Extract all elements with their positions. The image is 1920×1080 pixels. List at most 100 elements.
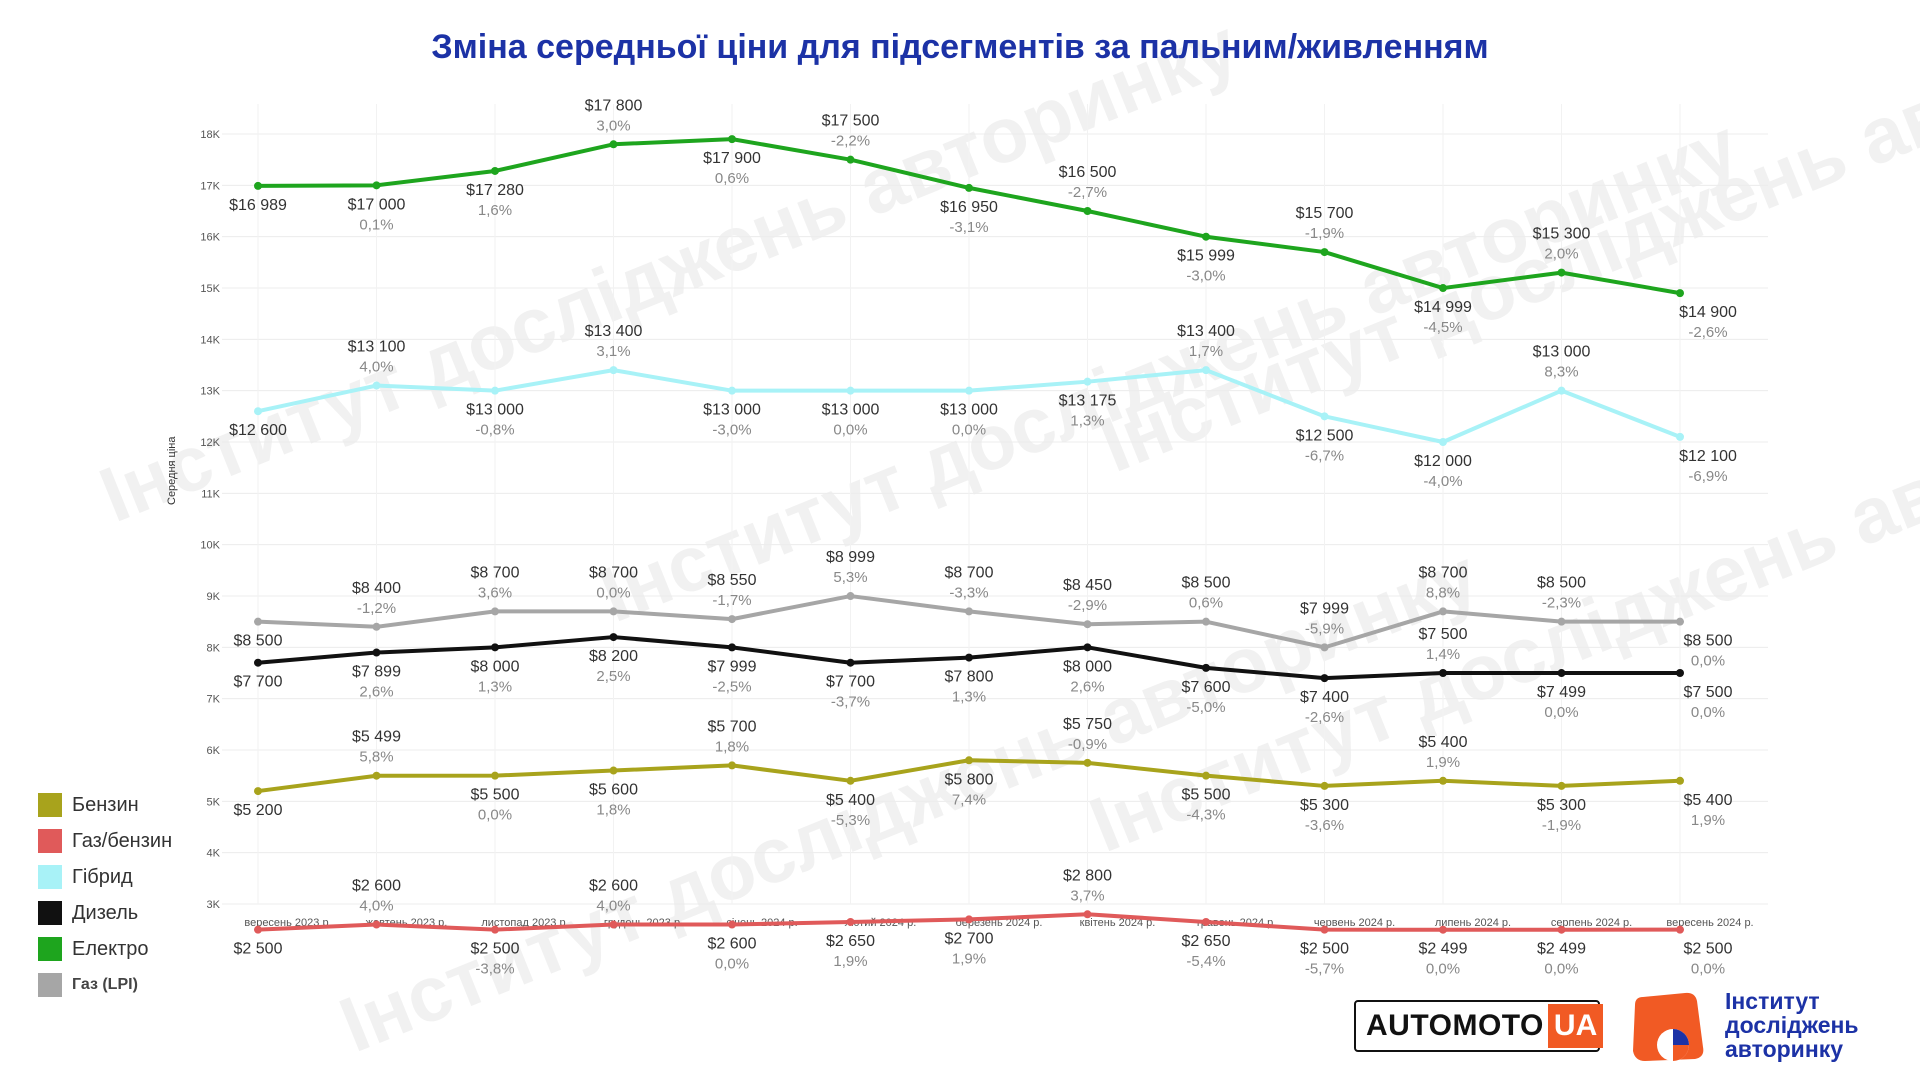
price-label: $13 400: [585, 323, 643, 340]
change-label: -1,2%: [357, 600, 396, 617]
price-label: $8 000: [471, 658, 520, 675]
change-label: -1,9%: [1542, 817, 1581, 834]
change-label: 1,4%: [1426, 646, 1460, 663]
data-point: [609, 920, 618, 929]
institute-logo-text: Інститут досліджень авторинку: [1725, 989, 1859, 1061]
change-label: -3,8%: [475, 961, 514, 978]
change-label: 2,6%: [1070, 678, 1104, 695]
price-label: $13 400: [1177, 323, 1235, 340]
legend-item-electric: Електро: [38, 931, 172, 967]
data-point: [372, 771, 381, 780]
data-point: [1202, 617, 1210, 626]
data-point: [372, 622, 381, 631]
change-label: -4,5%: [1423, 319, 1462, 336]
change-label: -2,7%: [1068, 184, 1107, 201]
price-label: $8 000: [1063, 658, 1112, 675]
change-label: -5,3%: [831, 812, 870, 829]
institute-line-2: досліджень: [1725, 1012, 1859, 1038]
institute-logo: Інститут досліджень авторинку: [1625, 985, 1905, 1065]
price-label: $8 450: [1063, 577, 1112, 594]
change-label: -2,2%: [831, 133, 870, 150]
change-label: -0,8%: [475, 422, 514, 439]
price-label: $2 500: [471, 941, 520, 958]
change-label: 2,5%: [596, 668, 630, 685]
data-point: [1320, 412, 1329, 421]
data-point: [846, 776, 855, 785]
change-label: 0,0%: [952, 422, 986, 439]
data-point: [965, 386, 973, 395]
price-label: $7 500: [1419, 626, 1468, 643]
data-point: [491, 607, 499, 616]
change-label: 8,3%: [1544, 364, 1578, 381]
price-label: $13 000: [466, 402, 524, 419]
data-point: [491, 771, 499, 780]
price-label: $8 700: [1419, 564, 1468, 581]
change-label: 0,6%: [1189, 595, 1223, 612]
change-label: -5,9%: [1305, 620, 1344, 637]
change-label: -4,0%: [1423, 473, 1462, 490]
automoto-logo: AUTOMOTO UA: [1354, 1000, 1604, 1052]
data-point: [1083, 207, 1092, 215]
price-label: $17 000: [348, 196, 406, 213]
price-label: $17 500: [822, 113, 880, 130]
x-tick-label: червень 2024 р.: [1314, 917, 1395, 929]
price-label: $12 500: [1296, 427, 1354, 444]
data-point: [1202, 917, 1210, 926]
change-label: -3,6%: [1305, 817, 1344, 834]
price-label: $8 500: [1182, 575, 1231, 592]
data-point: [254, 787, 262, 796]
data-point: [1439, 438, 1447, 446]
legend-swatch-hybrid: [38, 865, 62, 889]
price-label: $7 899: [352, 664, 401, 681]
price-label: $17 800: [585, 97, 643, 114]
price-label: $5 400: [1419, 734, 1468, 751]
change-label: 0,0%: [1691, 961, 1725, 978]
change-label: 5,8%: [359, 749, 393, 766]
price-label: $8 700: [589, 564, 638, 581]
legend-item-petrol: Бензин: [38, 787, 172, 823]
data-point: [728, 761, 736, 770]
price-label: $14 999: [1414, 299, 1472, 316]
y-tick-label: 11K: [201, 488, 220, 500]
y-tick-label: 13K: [200, 386, 220, 398]
data-point: [1320, 674, 1329, 683]
change-label: 8,8%: [1426, 584, 1460, 601]
change-label: 4,0%: [359, 898, 393, 915]
legend-item-hybrid: Гібрид: [38, 859, 172, 895]
data-point: [846, 386, 855, 395]
change-label: 0,1%: [359, 216, 393, 233]
change-label: 2,6%: [359, 684, 393, 701]
change-label: -2,6%: [1688, 324, 1727, 341]
data-point: [1439, 284, 1447, 293]
price-label: $12 100: [1679, 448, 1737, 465]
change-label: -2,3%: [1542, 595, 1581, 612]
change-label: 0,0%: [833, 422, 867, 439]
change-label: -6,7%: [1305, 447, 1344, 464]
price-label: $8 700: [471, 564, 520, 581]
price-label: $2 500: [234, 941, 283, 958]
data-point: [1557, 386, 1566, 395]
y-tick-label: 6K: [207, 745, 221, 757]
data-point: [728, 135, 736, 144]
change-label: 3,0%: [596, 117, 630, 134]
price-label: $5 400: [1684, 792, 1733, 809]
y-tick-label: 10K: [200, 540, 220, 552]
legend-label-lpg: Газ (LPI): [72, 976, 138, 993]
data-point: [1676, 669, 1684, 677]
price-label: $16 950: [940, 199, 998, 216]
data-point: [1320, 248, 1329, 257]
price-label: $13 100: [348, 339, 406, 356]
change-label: 4,0%: [359, 359, 393, 376]
change-label: 2,0%: [1544, 246, 1578, 263]
data-point: [1676, 925, 1684, 934]
y-tick-label: 7K: [207, 694, 221, 706]
data-point: [1557, 781, 1566, 790]
data-point: [1202, 771, 1210, 780]
y-axis-label: Середня ціна: [166, 436, 178, 506]
change-label: -3,3%: [949, 584, 988, 601]
legend: Бензин Газ/бензин Гібрид Дизель Електро …: [38, 787, 172, 1003]
data-point: [1320, 925, 1329, 934]
price-label: $2 650: [826, 933, 875, 950]
change-label: -5,7%: [1305, 961, 1344, 978]
price-label: $2 700: [945, 930, 994, 947]
